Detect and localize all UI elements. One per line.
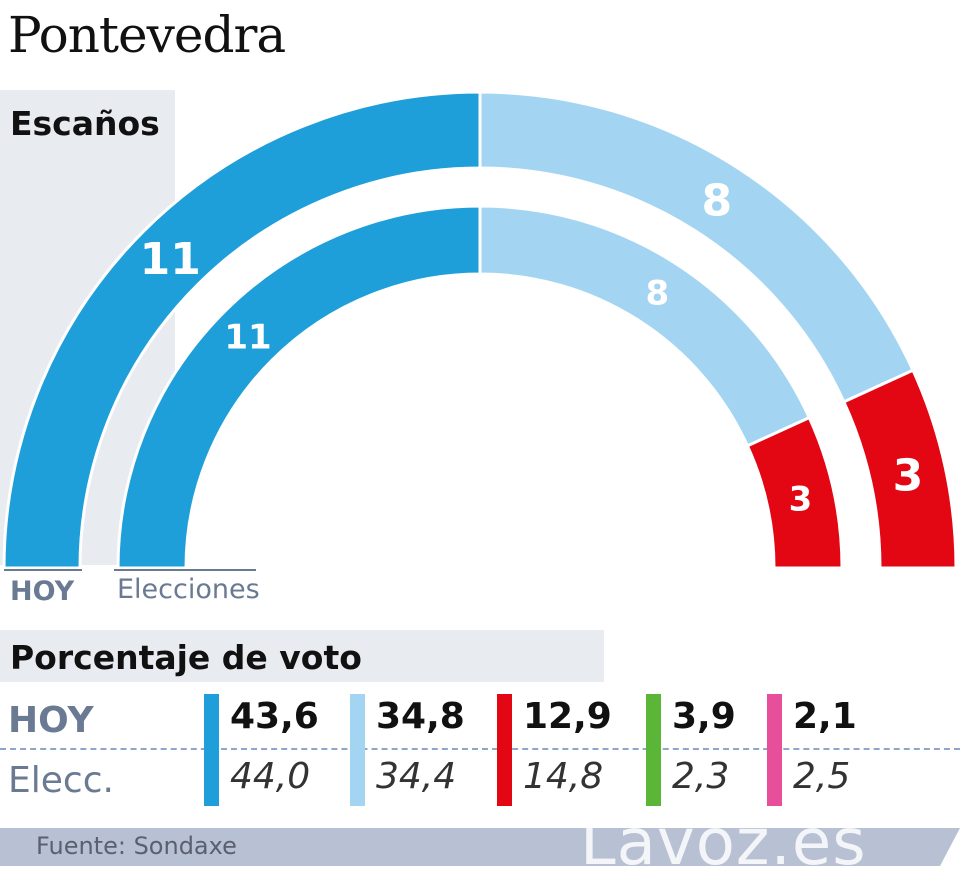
baseline-elecciones — [114, 569, 256, 571]
vote-hoy-2: 12,9 — [523, 696, 612, 737]
arc-hoy-segment-2 — [841, 368, 958, 570]
vote-elecc-4: 2,5 — [793, 756, 851, 797]
party-color-bar-3 — [646, 694, 661, 806]
source-bar — [0, 828, 960, 866]
arc-elecciones-label-2: 3 — [789, 480, 813, 520]
vote-hoy-3: 3,9 — [672, 696, 736, 737]
ring-label-elecciones: Elecciones — [117, 574, 260, 605]
vote-hoy-1: 34,8 — [376, 696, 465, 737]
vote-elecc-0: 44,0 — [230, 756, 311, 797]
arc-hoy-label-1: 8 — [701, 175, 732, 226]
seats-arc-chart: 11 8 3 11 8 3 — [2, 90, 958, 570]
votes-panel — [0, 630, 604, 682]
page-title: Pontevedra — [8, 6, 286, 64]
baseline-hoy — [4, 569, 82, 571]
source-text: Fuente: Sondaxe — [36, 832, 237, 860]
vote-elecc-2: 14,8 — [523, 756, 604, 797]
seats-heading: Escaños — [10, 104, 160, 143]
party-color-bar-1 — [350, 694, 365, 806]
vote-elecc-1: 34,4 — [376, 756, 457, 797]
votes-heading: Porcentaje de voto — [10, 638, 362, 677]
arc-hoy-label-0: 11 — [140, 234, 201, 285]
ring-label-hoy: HOY — [10, 576, 75, 607]
vote-elecc-3: 2,3 — [672, 756, 730, 797]
party-color-bar-0 — [204, 694, 219, 806]
arc-elecciones-segment-2 — [745, 415, 844, 570]
row-label-elecc: Elecc. — [8, 760, 114, 801]
arc-elecciones-label-1: 8 — [645, 273, 669, 313]
party-color-bar-2 — [497, 694, 512, 806]
arc-hoy-label-2: 3 — [893, 451, 924, 502]
party-color-bar-4 — [767, 694, 782, 806]
row-label-hoy: HOY — [8, 700, 94, 741]
vote-hoy-0: 43,6 — [230, 696, 319, 737]
watermark-logo: Lavoz.es — [580, 806, 867, 880]
row-divider — [0, 748, 960, 750]
vote-hoy-4: 2,1 — [793, 696, 857, 737]
arc-elecciones-label-0: 11 — [224, 317, 271, 357]
